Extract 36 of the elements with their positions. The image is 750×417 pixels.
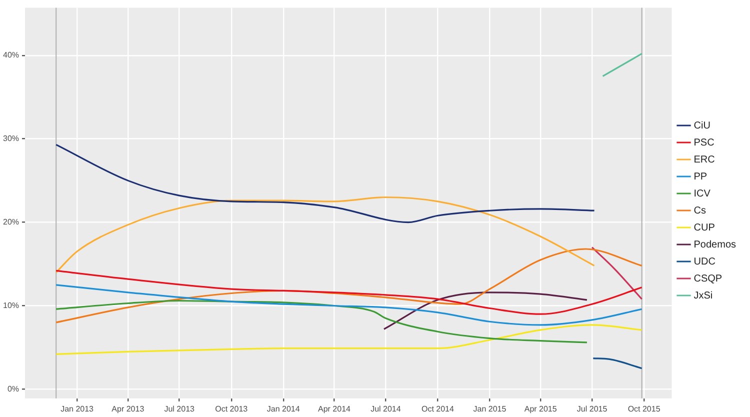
- legend-label: ERC: [694, 154, 715, 166]
- legend-label: Podemos: [694, 239, 736, 250]
- y-tick-label: 0%: [7, 384, 20, 394]
- x-tick-label: Jul 2014: [370, 404, 402, 414]
- legend-label: CUP: [694, 222, 716, 234]
- x-tick-label: Jul 2013: [164, 404, 196, 414]
- x-tick-label: Apr 2014: [318, 404, 352, 414]
- legend-label: UDC: [694, 256, 716, 268]
- line-series: [55, 248, 643, 324]
- y-tick-label: 20%: [2, 218, 20, 226]
- line-series: [383, 292, 588, 330]
- x-tick-label: Oct 2014: [421, 404, 454, 414]
- line-series: [55, 284, 643, 326]
- legend-label: CiU: [694, 120, 710, 132]
- line-series: [55, 196, 596, 274]
- legend-label: PP: [694, 171, 708, 182]
- x-tick-label: Jan 2015: [473, 404, 507, 414]
- legend-label: CSQP: [694, 273, 722, 284]
- line-series: [55, 324, 643, 355]
- x-tick-label: Apr 2015: [524, 404, 558, 414]
- y-tick-label: 30%: [2, 134, 20, 144]
- legend-label: JxSi: [694, 290, 713, 302]
- x-tick-label: Jul 2015: [576, 404, 608, 414]
- y-tick-label: 40%: [2, 50, 20, 60]
- line-series: [55, 144, 596, 224]
- line-series: [55, 300, 588, 344]
- x-tick-label: Jan 2013: [60, 404, 94, 414]
- legend-label: Cs: [694, 205, 706, 216]
- legend-label: ICV: [694, 188, 711, 200]
- x-tick-label: Oct 2015: [628, 404, 661, 414]
- legend-label: PSC: [694, 137, 714, 148]
- x-tick-label: Oct 2013: [215, 404, 248, 414]
- y-tick-label: 10%: [2, 300, 20, 310]
- line-series: [55, 270, 643, 315]
- x-tick-label: Apr 2013: [112, 404, 145, 414]
- x-tick-label: Jan 2014: [266, 404, 300, 414]
